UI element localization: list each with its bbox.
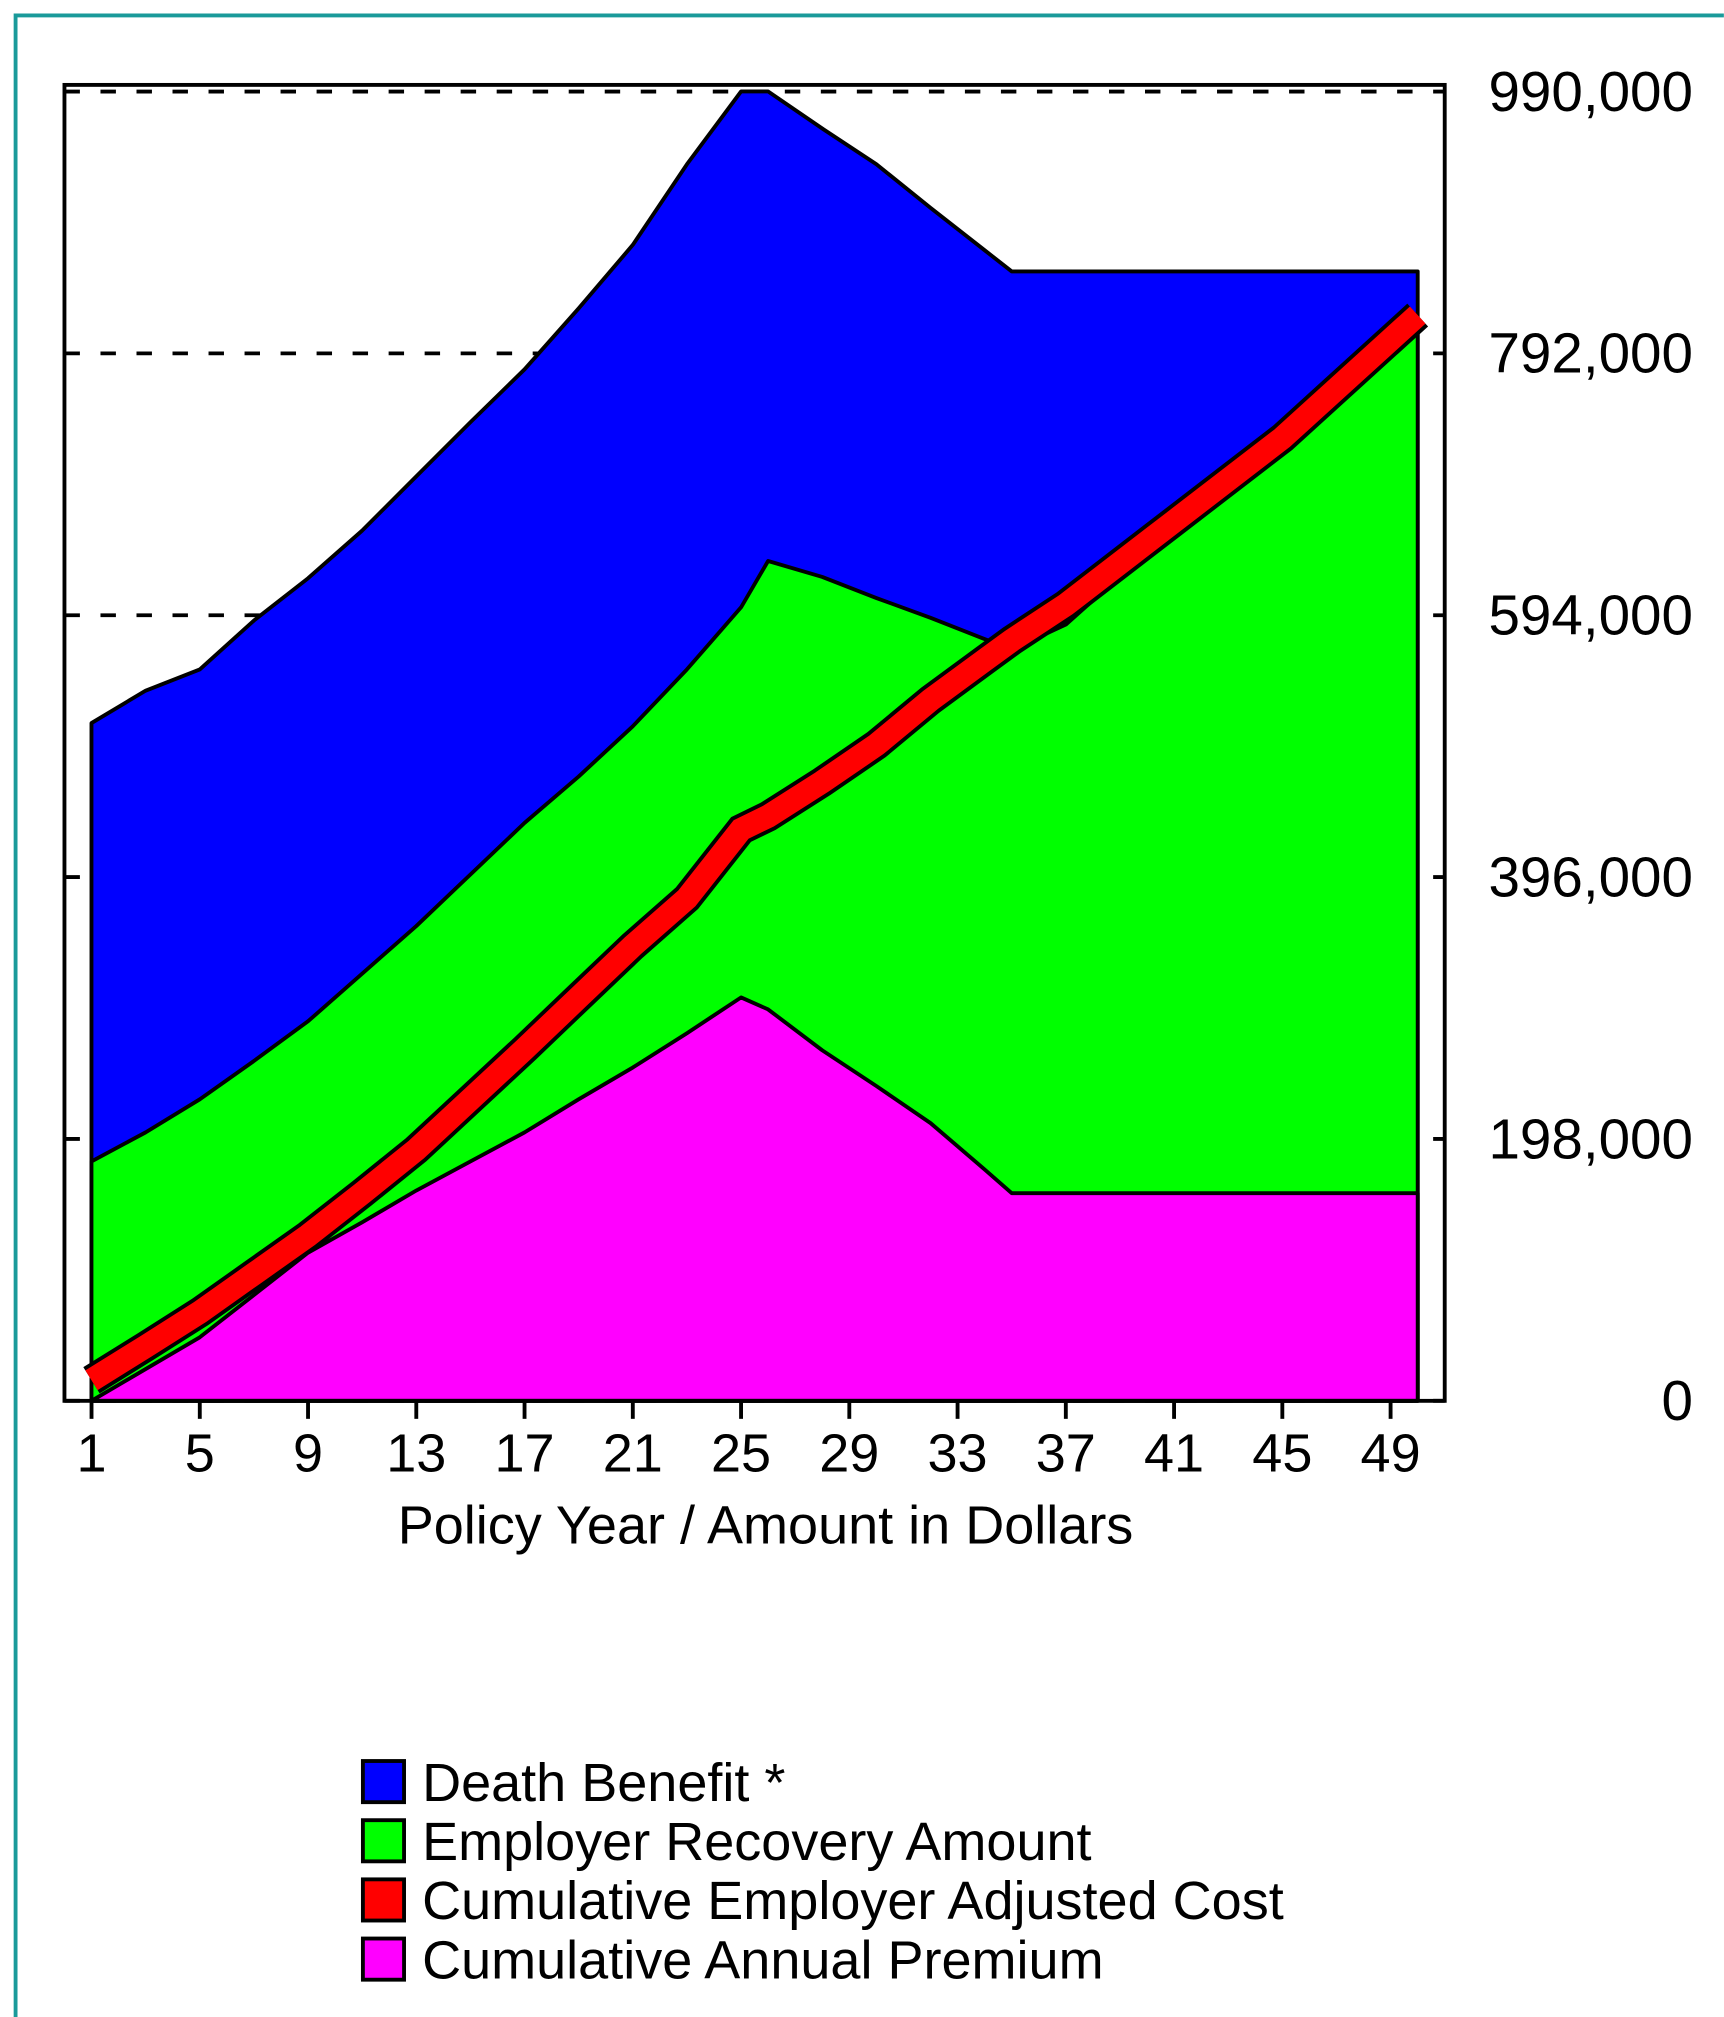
- x-tick-label: 41: [1144, 1424, 1204, 1484]
- page-border: [13, 13, 1724, 2017]
- legend-swatch: [360, 1877, 406, 1923]
- x-tick-label: 13: [386, 1424, 446, 1484]
- legend-label: Cumulative Employer Adjusted Cost: [422, 1871, 1284, 1931]
- line: [85, 306, 1426, 1391]
- x-tick-label: 1: [77, 1424, 107, 1484]
- y-tick-label: 396,000: [1488, 845, 1693, 908]
- x-tick-label: 21: [603, 1424, 663, 1484]
- x-tick-label: 45: [1252, 1424, 1312, 1484]
- x-tick-label: 9: [293, 1424, 323, 1484]
- y-tick-label: 792,000: [1488, 322, 1693, 385]
- x-tick-label: 25: [711, 1424, 771, 1484]
- x-tick-label: 37: [1036, 1424, 1096, 1484]
- x-tick-label: 17: [495, 1424, 555, 1484]
- legend-swatch: [360, 1759, 406, 1805]
- legend-swatch: [360, 1936, 406, 1982]
- y-tick-label: 594,000: [1488, 584, 1693, 647]
- y-tick-label: 198,000: [1488, 1107, 1693, 1170]
- x-axis-label: Policy Year / Amount in Dollars: [398, 1496, 1134, 1556]
- y-tick-label: 990,000: [1488, 60, 1693, 123]
- plot-frame: [62, 82, 1447, 1403]
- x-tick-label: 5: [185, 1424, 215, 1484]
- plot-area: [64, 89, 1445, 1403]
- legend-swatch: [360, 1818, 406, 1864]
- x-tick-label: 29: [819, 1424, 879, 1484]
- x-tick-label: 49: [1361, 1424, 1421, 1484]
- legend-label: Death Benefit *: [422, 1753, 785, 1813]
- x-tick-label: 33: [928, 1424, 988, 1484]
- legend-label: Cumulative Annual Premium: [422, 1930, 1103, 1990]
- y-tick-label: 0: [1662, 1369, 1693, 1432]
- legend-label: Employer Recovery Amount: [422, 1812, 1091, 1872]
